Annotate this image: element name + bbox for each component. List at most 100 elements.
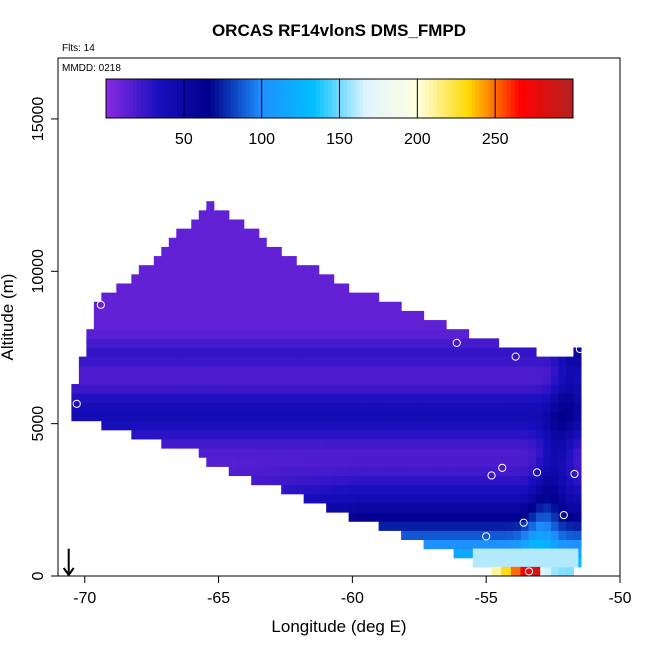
x-tick-label: -60 [341,590,364,607]
heat-cell [520,539,530,550]
heat-cell [213,310,222,321]
heat-cell [296,466,305,477]
heat-cell [131,310,140,321]
heat-cell [333,320,342,330]
heat-cell [198,256,207,266]
heat-cell [573,356,582,367]
heat-cell [93,320,102,330]
heat-cell [438,393,447,403]
heat-cell [123,411,132,422]
heat-cell [266,411,275,422]
heat-cell [423,320,432,330]
heat-cell [176,274,185,285]
heat-cell [333,502,342,513]
heat-cell [213,246,222,257]
heat-cell [221,457,230,467]
heat-cell [206,356,215,367]
heat-cell [303,402,312,413]
heat-cell [303,466,312,477]
heat-cell [363,475,372,486]
heat-cell [528,402,537,413]
heat-cell [558,502,567,513]
heat-cell [528,521,537,531]
heat-cell [168,310,177,321]
heat-cell [296,356,305,367]
heat-cell [251,374,260,385]
colorbar-cell [370,79,375,118]
heat-cell [363,466,372,477]
heat-cell [520,502,530,513]
heat-cell [408,310,417,321]
sample-point [482,532,491,541]
heat-cell [191,393,200,403]
heat-cell [491,420,500,431]
heat-cell [281,384,290,394]
heat-cell [213,274,222,285]
heat-cell [221,438,230,449]
heat-cell [258,320,267,330]
heat-cell [341,292,350,303]
heat-cell [228,256,237,266]
heat-cell [101,356,110,367]
heat-cell [393,365,402,376]
heat-cell [446,448,455,458]
heat-cell [183,265,192,275]
heat-cell [453,402,462,413]
heat-cell [371,365,380,376]
heat-cell [356,411,365,422]
heat-cell [236,347,245,358]
heat-cell [206,310,215,321]
colorbar-gradient [106,79,574,118]
heat-cell [498,484,507,495]
heat-cell [146,274,155,285]
heat-cell [236,237,245,248]
heat-cell [288,402,297,413]
heat-cell [543,484,552,495]
heat-cell [281,448,290,458]
heat-cell [303,438,312,449]
colorbar-cell [133,79,138,118]
heat-cell [281,475,290,486]
heat-cell [228,219,237,230]
heat-cell [131,402,140,413]
heat-cell [513,374,522,385]
heat-cell [535,539,545,550]
heat-cell [281,374,290,385]
heat-cell [123,356,132,367]
colorbar-cell [366,79,372,118]
colorbar-cell [557,79,562,118]
heat-cell [153,310,162,321]
heat-cell [296,274,305,285]
heat-cell [408,411,417,422]
heat-cell [461,484,470,495]
colorbar-cell [246,79,251,118]
heat-cell [258,329,267,339]
heat-cell [296,457,305,467]
heat-cell [565,384,575,394]
hot-spot-cell [491,566,502,576]
heat-cell [108,301,117,312]
heat-cell [236,329,245,339]
heat-cell [483,347,492,358]
heat-cell [116,347,125,358]
heat-cell [371,493,380,504]
heat-cell [138,283,147,294]
heat-cell [333,365,342,376]
heat-cell [558,393,567,403]
heat-cell [423,347,432,358]
heat-cell [221,310,230,321]
heat-cell [206,256,215,266]
heat-cell [520,457,530,467]
heat-cell [535,484,545,495]
colorbar-cell [374,79,379,118]
heat-cell [558,530,567,541]
heat-cell [273,457,282,467]
heat-cell [401,320,410,330]
heat-cell [176,393,185,403]
heat-cell [288,448,297,458]
heat-cell [468,448,477,458]
heat-cell [116,320,125,330]
colorbar-cell [308,79,313,118]
heat-cell [213,219,222,230]
heat-cell [341,365,350,376]
